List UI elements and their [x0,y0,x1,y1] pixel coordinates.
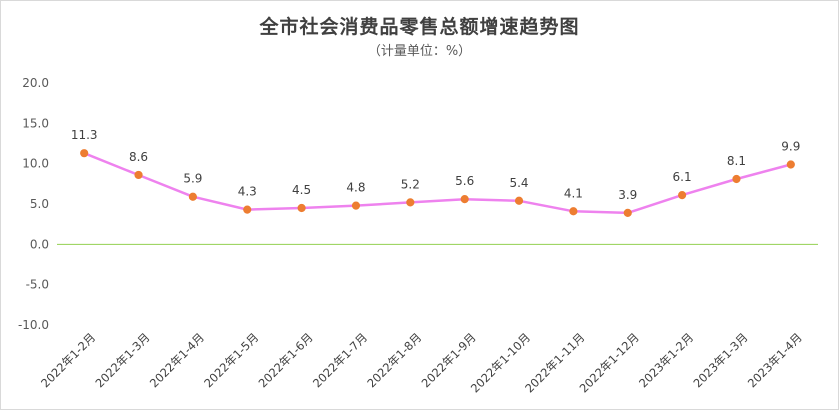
data-point [460,195,469,204]
data-label: 9.9 [781,139,800,153]
data-label: 4.8 [346,181,365,195]
data-label: 8.1 [727,154,746,168]
x-tick-label: 2022年1-9月 [419,330,479,390]
data-point [569,207,578,216]
x-tick-label: 2023年1-4月 [745,330,805,390]
data-label: 4.1 [564,186,583,200]
y-tick-label: 0.0 [30,237,49,251]
data-label: 3.9 [618,188,637,202]
data-label: 5.2 [401,177,420,191]
x-tick-label: 2023年1-3月 [690,330,750,390]
y-tick-label: 10.0 [22,157,49,171]
data-point [623,208,632,217]
data-point [678,191,687,200]
data-label: 5.9 [183,172,202,186]
data-point [406,198,415,207]
x-tick-label: 2022年1-4月 [147,330,207,390]
data-label: 11.3 [71,128,98,142]
data-point [732,174,741,184]
data-point [351,201,361,210]
x-tick-label: 2023年1-2月 [636,330,696,390]
data-point [243,205,252,214]
data-label: 5.4 [509,176,528,190]
data-label: 6.1 [673,170,692,184]
x-tick-label: 2022年1-6月 [256,330,316,390]
y-tick-label: 20.0 [22,76,49,90]
data-point [297,203,306,213]
series-line [83,152,792,215]
data-label: 5.6 [455,174,474,188]
data-point [80,149,89,158]
data-point [786,160,795,169]
x-tick-label: 2022年1-3月 [93,330,153,390]
chart-subtitle: （计量单位：%） [367,44,472,59]
data-label: 4.3 [238,185,257,199]
data-label: 4.5 [292,183,311,197]
y-tick-label: 5.0 [30,197,49,211]
data-point [188,192,197,201]
x-tick-label: 2022年1-2月 [38,330,98,390]
chart-title: 全市社会消费品零售总额增速趋势图 [259,16,580,38]
x-tick-label: 2022年1-8月 [364,330,424,390]
data-label: 8.6 [129,150,148,164]
y-tick-label: 15.0 [22,116,49,130]
x-tick-label: 2022年1-5月 [201,330,261,390]
y-tick-label: -5.0 [26,278,49,292]
y-tick-label: -10.0 [18,318,49,332]
data-point [134,170,143,180]
data-point [514,196,524,205]
x-tick-label: 2022年1-7月 [310,330,370,390]
